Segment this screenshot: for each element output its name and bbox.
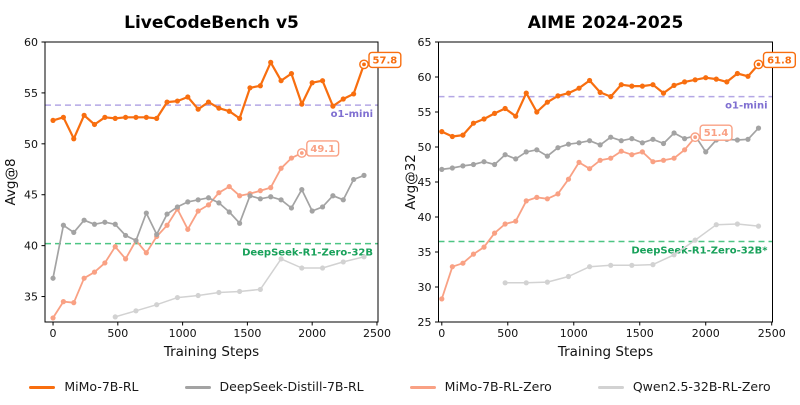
svg-text:Training Steps: Training Steps	[557, 344, 653, 360]
svg-text:35: 35	[24, 291, 38, 304]
legend-label: DeepSeek-Distill-7B-RL	[219, 378, 364, 394]
legend: MiMo-7B-RL DeepSeek-Distill-7B-RL MiMo-7…	[0, 372, 800, 402]
svg-text:2000: 2000	[692, 327, 720, 340]
svg-text:2500: 2500	[758, 327, 786, 340]
svg-text:40: 40	[24, 240, 38, 253]
svg-text:1000: 1000	[169, 327, 197, 340]
svg-text:51.4: 51.4	[704, 128, 729, 139]
legend-swatch-lightgray-line	[597, 385, 624, 389]
svg-text:60: 60	[24, 36, 38, 49]
svg-text:55: 55	[24, 87, 38, 100]
svg-text:45: 45	[24, 189, 38, 202]
legend-label: MiMo-7B-RL-Zero	[444, 378, 552, 394]
svg-text:45: 45	[418, 176, 432, 189]
svg-text:55: 55	[418, 106, 432, 119]
legend-label: Qwen2.5-32B-RL-Zero	[632, 378, 771, 394]
legend-item-deepseek-distill-7b-rl: DeepSeek-Distill-7B-RL	[184, 378, 364, 394]
svg-text:o1-mini: o1-mini	[331, 109, 373, 120]
legend-item-mimo-7b-rl-zero: MiMo-7B-RL-Zero	[409, 378, 552, 394]
legend-swatch-salmon-line	[409, 385, 436, 389]
svg-text:50: 50	[418, 141, 432, 154]
svg-text:50: 50	[24, 138, 38, 151]
svg-text:2500: 2500	[363, 327, 391, 340]
svg-text:40: 40	[418, 211, 432, 224]
aime-chart-svg: o1-mini DeepSeek-R1-Zero-32B* 0 500 1000 1500…	[403, 13, 797, 360]
svg-text:1500: 1500	[233, 327, 261, 340]
svg-text:1000: 1000	[560, 327, 588, 340]
svg-text:Avg@32: Avg@32	[403, 154, 419, 210]
legend-label: MiMo-7B-RL	[64, 378, 139, 394]
chart-livecodebench: o1-mini DeepSeek-R1-Zero-32B 0 500 1000 1500 2…	[0, 0, 402, 368]
livecodebench-chart-svg: o1-mini DeepSeek-R1-Zero-32B 0 500 1000 1500 2…	[3, 13, 402, 360]
svg-text:30: 30	[418, 281, 432, 294]
legend-item-mimo-7b-rl: MiMo-7B-RL	[29, 378, 139, 394]
legend-swatch-orange-line	[29, 385, 56, 389]
svg-text:Training Steps: Training Steps	[163, 344, 259, 360]
svg-text:1500: 1500	[626, 327, 654, 340]
svg-text:500: 500	[107, 327, 128, 340]
svg-text:57.8: 57.8	[373, 55, 398, 66]
svg-text:AIME 2024-2025: AIME 2024-2025	[528, 13, 684, 33]
svg-text:60: 60	[418, 71, 432, 84]
svg-text:500: 500	[497, 327, 518, 340]
svg-text:2000: 2000	[298, 327, 326, 340]
legend-swatch-gray-line	[184, 385, 211, 389]
svg-text:0: 0	[50, 327, 57, 340]
svg-text:61.8: 61.8	[767, 55, 792, 66]
svg-text:Avg@8: Avg@8	[3, 158, 19, 205]
svg-text:DeepSeek-R1-Zero-32B*: DeepSeek-R1-Zero-32B*	[631, 246, 768, 257]
legend-item-qwen2-5-32b-rl-zero: Qwen2.5-32B-RL-Zero	[597, 378, 771, 394]
svg-text:o1-mini: o1-mini	[725, 101, 767, 112]
chart-aime: o1-mini DeepSeek-R1-Zero-32B* 0 500 1000 1500…	[400, 0, 800, 368]
svg-text:DeepSeek-R1-Zero-32B: DeepSeek-R1-Zero-32B	[242, 248, 373, 259]
svg-text:LiveCodeBench v5: LiveCodeBench v5	[124, 13, 299, 33]
svg-text:49.1: 49.1	[310, 144, 335, 155]
svg-text:35: 35	[418, 246, 432, 259]
svg-text:0: 0	[438, 327, 445, 340]
svg-text:65: 65	[418, 36, 432, 49]
svg-text:25: 25	[418, 316, 432, 329]
